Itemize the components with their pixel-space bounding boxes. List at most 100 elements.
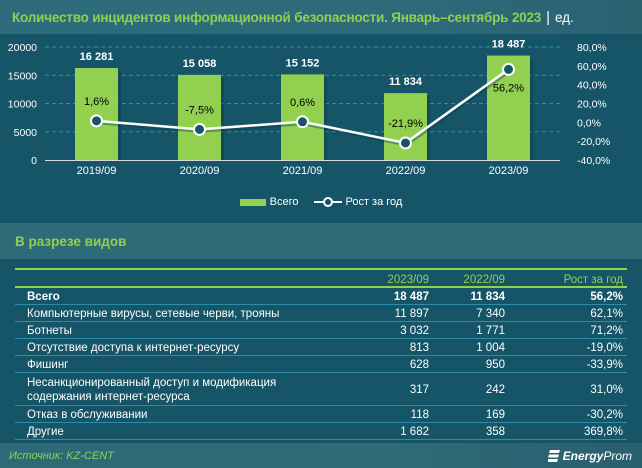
row-value-2023: 3 032 — [333, 321, 433, 339]
row-name: Отказ в обслуживании — [15, 405, 333, 423]
left-axis-tick-label: 10000 — [8, 99, 37, 111]
row-growth: -19,0% — [509, 338, 627, 356]
growth-point — [193, 122, 206, 136]
bar-value-label: 15 058 — [183, 58, 217, 70]
column-header-2023: 2023/09 — [333, 268, 433, 288]
bar-total-2019/09 — [75, 68, 118, 160]
incidents-by-type-table: 2023/09 2022/09 Рост за год Всего 18 487 1… — [15, 268, 627, 440]
row-growth: 369,8% — [509, 422, 627, 440]
row-value-2022: 1 771 — [433, 321, 509, 339]
row-name: Несанкционированный доступ и модификация… — [15, 372, 333, 406]
row-value-2023: 118 — [333, 405, 433, 423]
chart-title: Количество инцидентов информационной без… — [12, 9, 542, 25]
legend-item-growth: Рост за год — [314, 196, 402, 208]
row-value-2023: 11 897 — [333, 304, 433, 322]
row-name: Фишинг — [15, 355, 333, 373]
table-row: Ботнеты 3 032 1 771 71,2% — [15, 321, 627, 339]
legend-bar-swatch — [239, 198, 266, 206]
left-axis-tick-label: 5000 — [14, 127, 38, 139]
footer: Источник: KZ-CENT Energy Prom — [0, 443, 642, 468]
row-name: Отсутствие доступа к интернет-ресурсу — [15, 338, 333, 356]
left-axis-tick-label: 15000 — [8, 70, 37, 82]
table-row: Отсутствие доступа к интернет-ресурсу 813… — [15, 338, 627, 356]
bar-total-2020/09 — [178, 74, 221, 160]
row-growth: 71,2% — [509, 321, 627, 339]
logo-text-light: Prom — [603, 448, 632, 463]
table-row: Отказ в обслуживании 118 169 -30,2% — [15, 405, 627, 423]
table-header-row: 2023/09 2022/09 Рост за год — [15, 268, 627, 288]
row-name: Всего — [15, 287, 333, 305]
growth-value-label: 1,6% — [84, 96, 109, 108]
row-value-2022: 950 — [433, 355, 509, 373]
x-axis-tick-label: 2021/09 — [283, 165, 323, 177]
right-axis-tick-label: -40,0% — [577, 155, 610, 167]
left-axis: 0 5000 10000 15000 20000 — [8, 42, 37, 167]
growth-point — [399, 136, 412, 150]
bar-value-label: 11 834 — [389, 76, 423, 88]
bar-value-label: 18 487 — [492, 39, 526, 51]
legend-item-total: Всего — [239, 196, 299, 208]
table-row: Всего 18 487 11 834 56,2% — [15, 287, 627, 305]
energyprom-logo-icon — [547, 449, 560, 462]
chart-legend: Всего Рост за год — [0, 196, 642, 208]
legend-label-total: Всего — [269, 196, 299, 208]
x-axis-tick-label: 2022/09 — [386, 165, 426, 177]
x-axis-tick-label: 2020/09 — [180, 165, 220, 177]
growth-value-label: 56,2% — [493, 82, 524, 94]
row-value-2023: 1 682 — [333, 422, 433, 440]
growth-point — [90, 114, 103, 128]
column-header-name — [15, 268, 333, 288]
combo-chart: 0 5000 10000 15000 20000 -40,0% -20,0% 0,0% 20,… — [8, 39, 610, 177]
growth-value-label: 0,6% — [290, 97, 315, 109]
growth-line — [90, 62, 515, 150]
growth-value-label: -21,9% — [388, 118, 423, 130]
x-axis: 2019/09 2020/09 2021/09 2022/09 2023/09 — [45, 160, 560, 177]
table-row: Компьютерные вирусы, сетевые черви, троя… — [15, 304, 627, 322]
right-axis-tick-label: 60,0% — [577, 61, 607, 73]
row-value-2022: 7 340 — [433, 304, 509, 322]
bars — [75, 55, 533, 161]
table-row: Фишинг 628 950 -33,9% — [15, 355, 627, 373]
logo-text-bold: Energy — [562, 448, 604, 463]
growth-value-label: -7,5% — [185, 104, 214, 116]
row-value-2022: 11 834 — [433, 287, 509, 305]
row-value-2022: 169 — [433, 405, 509, 423]
row-name: Другие — [15, 422, 333, 440]
left-axis-tick-label: 0 — [31, 155, 37, 167]
table-row: Несанкционированный доступ и модификация… — [15, 372, 627, 406]
table-row: Другие 1 682 358 369,8% — [15, 422, 627, 440]
right-axis-tick-label: 40,0% — [577, 80, 607, 92]
source-label: Источник: KZ-CENT — [9, 449, 114, 462]
section-title: В разрезе видов — [15, 233, 127, 249]
gridlines — [45, 46, 560, 133]
row-growth: -30,2% — [509, 405, 627, 423]
right-axis: -40,0% -20,0% 0,0% 20,0% 40,0% 60,0% 80,0% — [577, 42, 610, 167]
bar-value-label: 16 281 — [80, 51, 114, 63]
row-growth: 31,0% — [509, 372, 627, 406]
row-value-2022: 242 — [433, 372, 509, 406]
bar-value-label: 15 152 — [286, 57, 320, 69]
growth-point — [296, 115, 309, 129]
row-name: Компьютерные вирусы, сетевые черви, троя… — [15, 304, 333, 322]
column-header-2022: 2022/09 — [433, 268, 509, 288]
row-value-2022: 358 — [433, 422, 509, 440]
column-header-growth: Рост за год — [509, 268, 627, 288]
left-axis-tick-label: 20000 — [8, 42, 37, 54]
row-value-2023: 628 — [333, 355, 433, 373]
row-growth: -33,9% — [509, 355, 627, 373]
row-growth: 62,1% — [509, 304, 627, 322]
energyprom-logo: Energy Prom — [547, 448, 632, 463]
data-labels: 16 281 15 058 15 152 11 834 18 487 1,6% -7,5% 0… — [80, 39, 526, 130]
right-axis-tick-label: -20,0% — [577, 136, 610, 148]
row-growth: 56,2% — [509, 287, 627, 305]
unit-label: ед. — [554, 9, 574, 25]
title-separator: | — [546, 8, 550, 26]
row-value-2023: 813 — [333, 338, 433, 356]
growth-point — [502, 62, 515, 76]
x-axis-tick-label: 2023/09 — [489, 165, 529, 177]
title-bar: Количество инцидентов информационной без… — [0, 0, 642, 34]
row-name: Ботнеты — [15, 321, 333, 339]
right-axis-tick-label: 0,0% — [577, 117, 601, 129]
right-axis-tick-label: 20,0% — [577, 99, 607, 111]
section-header: В разрезе видов — [0, 223, 642, 259]
